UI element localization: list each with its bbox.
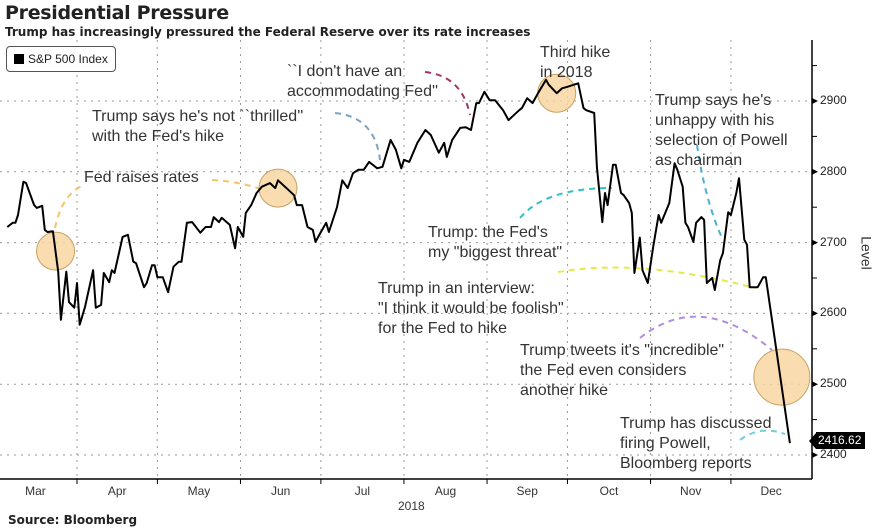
y-tick-label: 2900: [820, 93, 847, 107]
x-tick-label-jun: Jun: [270, 484, 291, 498]
annotation-fed-raises-rates: Fed raises rates: [84, 168, 199, 188]
x-axis-year-label: 2018: [398, 499, 425, 513]
annotation-connector-fed-raises-2: [211, 179, 269, 193]
annotation-line: as chairman: [655, 152, 743, 169]
y-tick-mark: [812, 381, 818, 388]
x-tick-label-apr: Apr: [107, 484, 127, 498]
x-tick-label-dec: Dec: [760, 484, 782, 498]
y-tick-label: 2500: [820, 376, 847, 391]
annotation-biggest-threat: Trump: the Fed's my "biggest threat": [428, 223, 562, 263]
y-tick-label: 2400: [820, 447, 847, 461]
chart-title: Presidential Pressure: [5, 2, 229, 24]
legend: S&P 500 Index: [6, 46, 116, 72]
annotation-connector-incredible: [639, 315, 773, 351]
annotation-connector-biggest-threat: [519, 187, 613, 219]
chart-subtitle: Trump has increasingly pressured the Fed…: [5, 25, 531, 39]
x-tick-label-sep: Sep: [516, 484, 538, 498]
annotation-line: for the Fed to hike: [378, 320, 507, 337]
x-tick-label-oct: Oct: [599, 484, 619, 498]
annotation-line: Fed raises rates: [84, 169, 199, 186]
x-tick-label-mar: Mar: [25, 484, 46, 498]
x-tick-label-nov: Nov: [680, 484, 702, 498]
annotation-line: Trump says he's: [655, 92, 772, 109]
y-tick-mark: [812, 310, 818, 317]
annotation-line: ``I don't have an: [287, 63, 403, 80]
legend-swatch: [14, 54, 24, 64]
annotation-line: Third hike: [540, 44, 611, 61]
annotation-connector-accommodating: [424, 71, 471, 116]
last-value-badge: 2416.62: [808, 432, 866, 449]
y-tick-label: 2800: [820, 163, 847, 178]
highlight-circle: [258, 168, 298, 208]
source-note: Source: Bloomberg: [8, 513, 138, 527]
y-tick-mark: [812, 239, 818, 246]
x-tick-label-aug: Aug: [434, 484, 457, 498]
annotation-connector-thrilled: [334, 112, 381, 161]
annotation-line: with the Fed's hike: [92, 128, 225, 145]
y-tick-mark: [812, 98, 818, 104]
annotation-unhappy-powell: Trump says he's unhappy with his selecti…: [655, 91, 788, 171]
annotation-line: Trump has discussed: [620, 415, 772, 432]
annotation-not-thrilled: Trump says he's not ``thrilled'' with th…: [92, 107, 303, 147]
y-tick-label: 2700: [820, 234, 847, 249]
x-tick-label-may: May: [187, 484, 211, 498]
annotation-line: "I think it would be foolish": [378, 300, 564, 317]
x-tick-label-jul: Jul: [354, 484, 371, 498]
annotation-line: selection of Powell: [655, 132, 788, 149]
annotation-connector-fed-raises: [54, 185, 83, 229]
annotation-line: Trump says he's not ``thrilled'': [92, 108, 304, 125]
annotation-line: Bloomberg reports: [620, 455, 752, 472]
annotation-interview-foolish: Trump in an interview: "I think it would…: [378, 279, 564, 339]
annotation-line: unhappy with his: [655, 112, 775, 129]
annotation-connector-firing: [739, 429, 786, 441]
annotation-incredible: Trump tweets it's "incredible" the Fed e…: [520, 341, 724, 401]
y-tick-mark: [812, 168, 818, 175]
annotation-line: my "biggest threat": [428, 244, 563, 261]
series-line-sp500: [6, 78, 791, 444]
annotation-line: firing Powell,: [620, 435, 711, 452]
y-tick-label: 2600: [820, 305, 847, 320]
annotation-line: accommodating Fed'': [287, 83, 439, 100]
annotation-line: in 2018: [540, 64, 593, 81]
y-tick-mark: [812, 452, 818, 458]
annotation-line: Trump tweets it's "incredible": [520, 342, 725, 359]
annotation-line: another hike: [520, 382, 609, 399]
annotation-firing-powell: Trump has discussed firing Powell, Bloom…: [620, 414, 771, 474]
annotation-accommodating-fed: ``I don't have an accommodating Fed'': [287, 62, 438, 102]
annotation-line: Trump in an interview:: [378, 280, 535, 297]
highlight-circle: [753, 348, 811, 406]
annotation-third-hike: Third hike in 2018: [540, 43, 610, 83]
legend-label: S&P 500 Index: [28, 52, 108, 66]
annotation-line: the Fed even considers: [520, 362, 687, 379]
annotation-line: Trump: the Fed's: [428, 224, 548, 241]
annotation-connector-interview: [557, 266, 756, 289]
y-axis-label: Level: [858, 236, 875, 270]
